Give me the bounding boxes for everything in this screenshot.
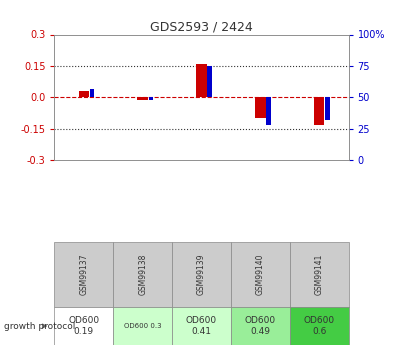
Text: OD600
0.6: OD600 0.6 (303, 316, 335, 336)
Text: OD600
0.19: OD600 0.19 (68, 316, 100, 336)
Bar (255, 97, 266, 118)
Text: GSM99137: GSM99137 (79, 254, 88, 295)
Text: GSM99139: GSM99139 (197, 254, 206, 295)
Bar (196, 64, 207, 97)
Bar (113, 307, 172, 345)
Bar (208, 66, 212, 97)
Bar (54, 307, 113, 345)
Bar (113, 241, 172, 307)
Title: GDS2593 / 2424: GDS2593 / 2424 (150, 20, 253, 33)
Bar (266, 97, 271, 125)
Text: GSM99140: GSM99140 (256, 254, 265, 295)
Text: GSM99141: GSM99141 (315, 254, 324, 295)
Bar (137, 97, 148, 99)
Text: OD600 0.3: OD600 0.3 (124, 323, 162, 329)
Bar (90, 89, 94, 97)
Text: OD600
0.41: OD600 0.41 (186, 316, 217, 336)
Text: GSM99138: GSM99138 (138, 254, 147, 295)
Bar (172, 241, 231, 307)
Bar (231, 241, 290, 307)
Bar (79, 91, 89, 97)
Bar (149, 97, 153, 100)
Bar (325, 97, 330, 120)
Bar (290, 307, 349, 345)
Bar (172, 307, 231, 345)
Text: OD600
0.49: OD600 0.49 (245, 316, 276, 336)
Bar (314, 97, 324, 125)
Bar (54, 241, 113, 307)
Bar (231, 307, 290, 345)
Bar (290, 241, 349, 307)
Text: growth protocol: growth protocol (4, 322, 75, 331)
